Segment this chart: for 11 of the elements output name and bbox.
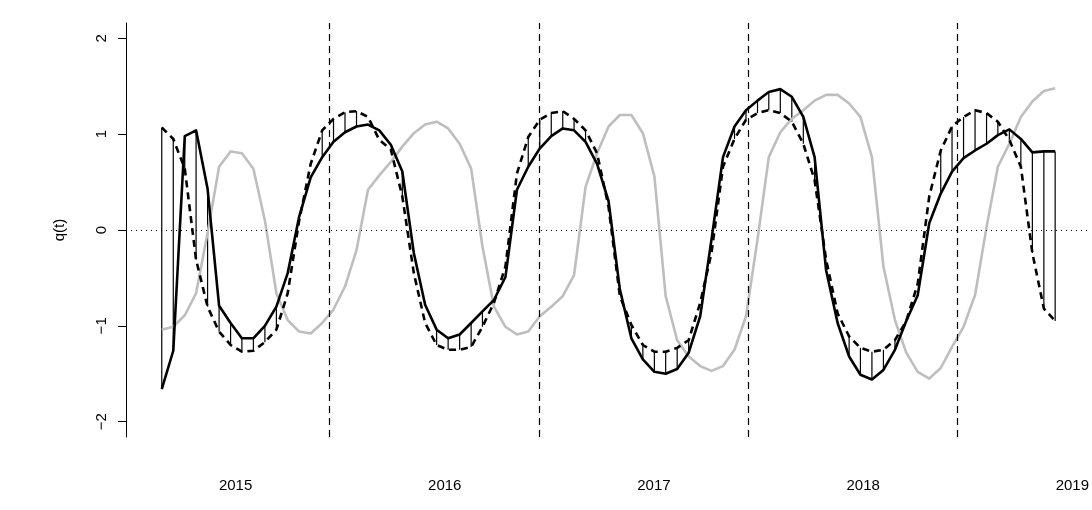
x-tick-label: 2016 — [428, 476, 462, 493]
x-tick-label: 2017 — [637, 476, 671, 493]
x-tick-label: 2018 — [846, 476, 880, 493]
y-tick-label: 1 — [92, 129, 109, 139]
y-tick-label: −1 — [92, 317, 109, 335]
y-tick-label: −2 — [92, 413, 109, 431]
x-tick-label: 2019 — [1055, 476, 1089, 493]
y-axis-title: q(t) — [50, 218, 67, 242]
x-tick-label: 2015 — [218, 476, 253, 493]
y-tick-label: 2 — [92, 34, 109, 43]
y-tick-label: 0 — [92, 225, 109, 235]
